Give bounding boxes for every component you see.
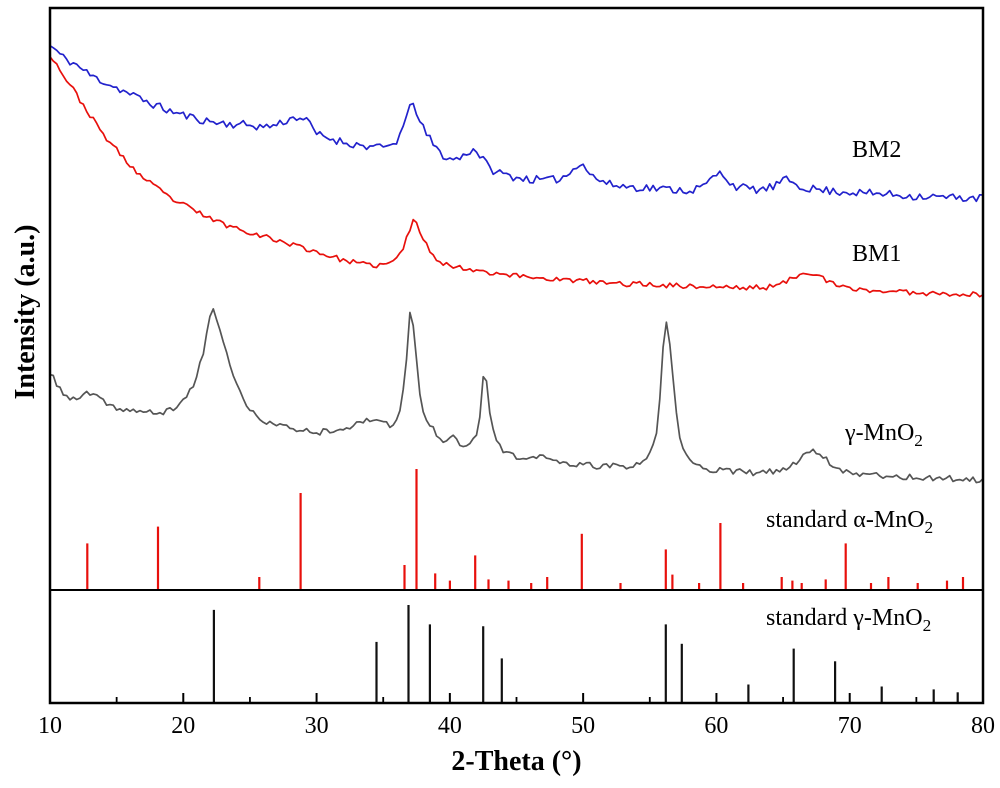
gamma-mno2-curve	[49, 308, 984, 484]
series-label-standard-gamma-mno2-text: standard γ-MnO	[766, 605, 923, 631]
x-tick-label: 60	[704, 713, 728, 739]
x-tick-label: 30	[305, 713, 329, 739]
bm2-curve	[49, 44, 984, 203]
series-label-standard-alpha-mno2-text: standard α-MnO	[766, 507, 925, 533]
series-label-bm2: BM2	[852, 137, 902, 163]
x-tick-label: 70	[838, 713, 862, 739]
series-label-gamma-mno2-sub: 2	[914, 430, 923, 450]
x-tick-label: 50	[571, 713, 595, 739]
series-label-standard-alpha-mno2: standard α-MnO2	[766, 507, 933, 536]
x-axis-title: 2-Theta (°)	[451, 746, 582, 777]
series-label-bm1: BM1	[852, 241, 902, 267]
x-tick-label: 80	[971, 713, 995, 739]
series-label-standard-gamma-mno2-sub: 2	[922, 615, 932, 635]
series-label-standard-gamma-mno2: standard γ-MnO2	[766, 605, 931, 634]
series-label-standard-alpha-mno2-sub: 2	[924, 517, 934, 537]
plot-border	[48, 6, 985, 705]
series-label-gamma-mno2: γ-MnO2	[845, 420, 923, 449]
series-label-gamma-mno2-text: γ-MnO	[845, 420, 915, 446]
y-axis-title: Intensity (a.u.)	[10, 224, 41, 400]
x-tick-label: 10	[38, 713, 62, 739]
x-tick-label: 20	[171, 713, 195, 739]
x-tick-label: 40	[438, 713, 462, 739]
bm1-curve	[49, 56, 984, 298]
